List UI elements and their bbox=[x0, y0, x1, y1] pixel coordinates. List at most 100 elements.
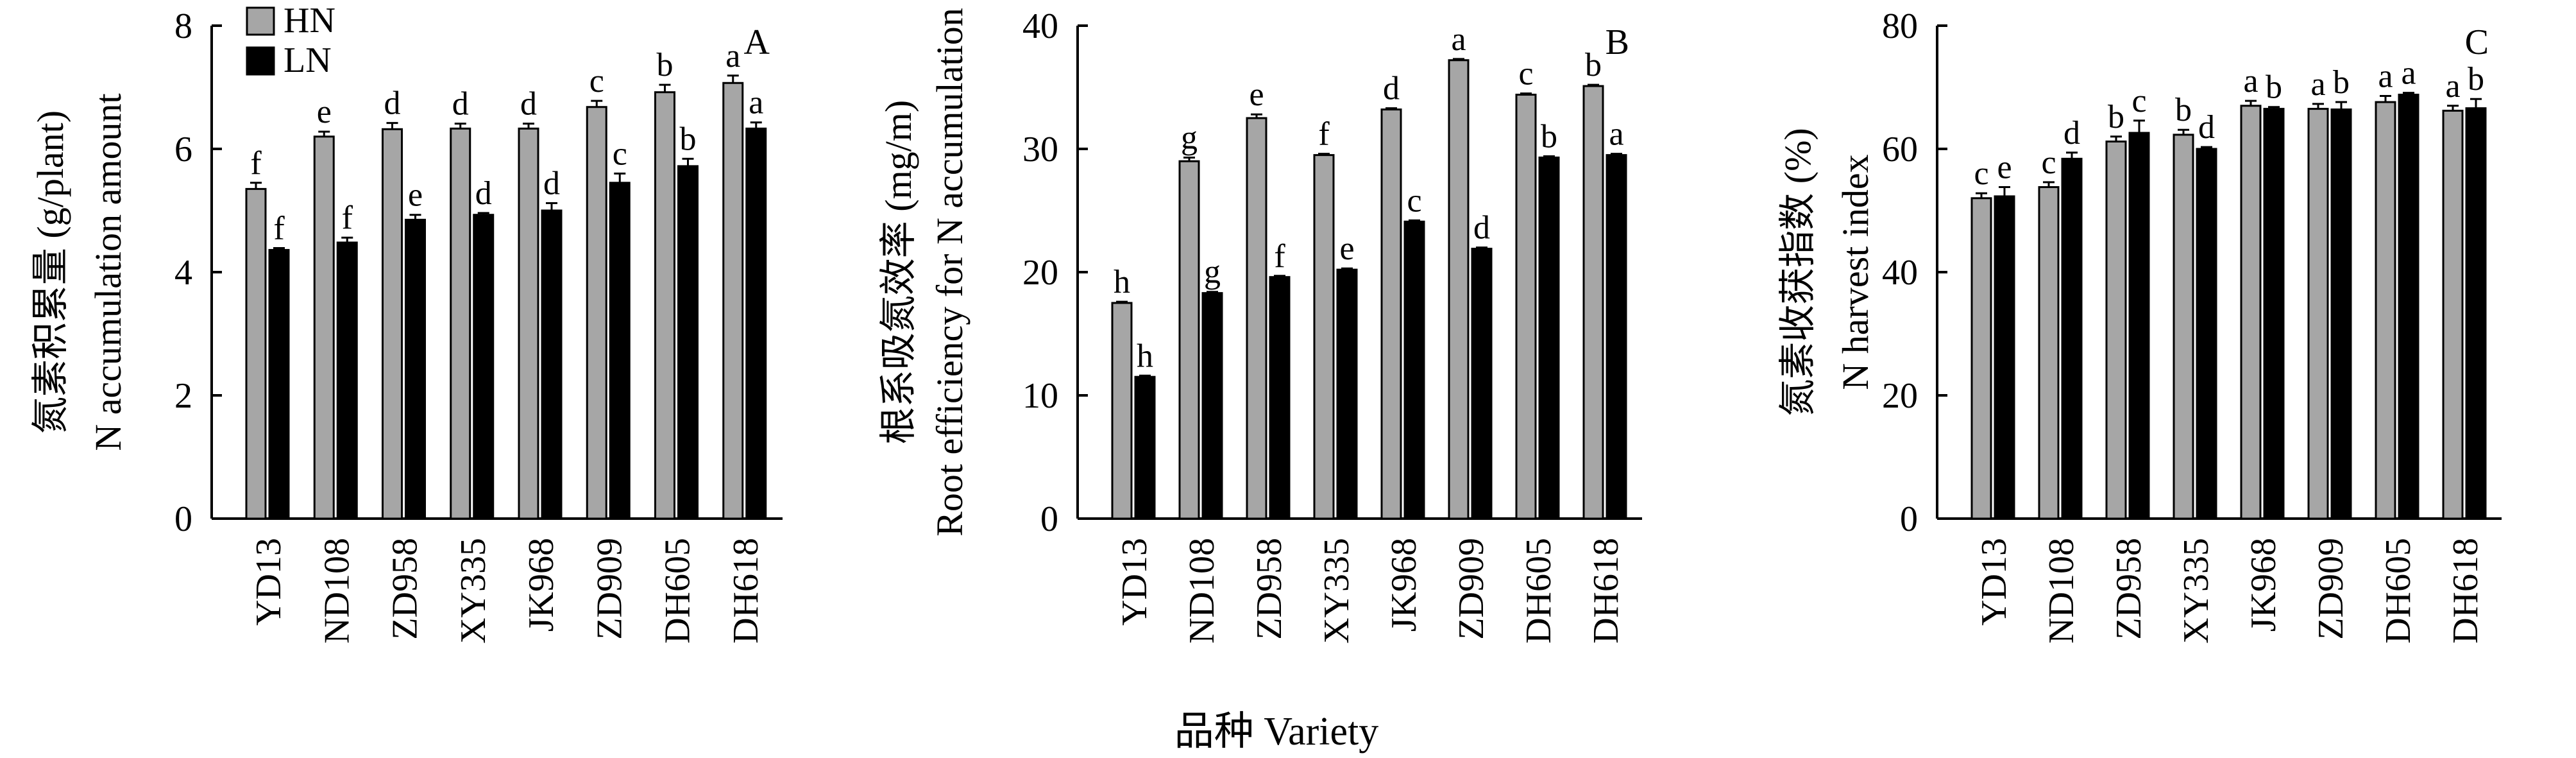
bar-hn bbox=[2038, 186, 2060, 520]
bar-hn bbox=[586, 106, 607, 520]
bar-hn bbox=[1313, 154, 1335, 520]
significance-label: a bbox=[2243, 63, 2258, 99]
x-tick-label: ZD958 bbox=[2109, 538, 2149, 640]
bar-ln bbox=[1471, 248, 1493, 520]
y-axis-title-en: N harvest index bbox=[1835, 154, 1876, 390]
x-tick-label: XY335 bbox=[453, 538, 493, 644]
bar-ln bbox=[1336, 268, 1358, 520]
y-axis-title-cn: 根系吸氮效率 (mg/m) bbox=[877, 100, 919, 444]
significance-label: b bbox=[2468, 61, 2484, 98]
x-tick-label: YD13 bbox=[1974, 538, 2014, 626]
bar-hn bbox=[450, 127, 471, 520]
bar-ln bbox=[473, 214, 495, 520]
bar-ln bbox=[2465, 107, 2487, 520]
significance-label: d bbox=[384, 85, 401, 122]
y-tick-label: 0 bbox=[1040, 499, 1058, 539]
significance-label: b bbox=[2266, 69, 2282, 106]
bar-hn bbox=[2105, 140, 2127, 520]
significance-label: g bbox=[1204, 254, 1221, 291]
y-tick-label: 80 bbox=[1882, 6, 1918, 46]
x-tick-label: DH605 bbox=[2378, 538, 2418, 644]
x-tick-label: YD13 bbox=[249, 538, 289, 626]
significance-label: d bbox=[2198, 109, 2215, 146]
bar-hn bbox=[2307, 108, 2329, 520]
significance-label: d bbox=[520, 86, 537, 123]
x-tick-label: ZD958 bbox=[1250, 538, 1289, 640]
bar-hn bbox=[2173, 134, 2194, 520]
bar-hn bbox=[1582, 85, 1604, 520]
bar-hn bbox=[2240, 105, 2262, 520]
y-tick-label: 0 bbox=[174, 499, 192, 539]
bar-ln bbox=[1606, 154, 1627, 520]
y-axis-title-en: N accumulation amount bbox=[87, 93, 129, 451]
significance-label: d bbox=[2063, 115, 2080, 151]
bar-ln bbox=[1538, 156, 1560, 520]
significance-label: d bbox=[543, 165, 560, 202]
significance-label: e bbox=[408, 177, 423, 214]
bar-hn bbox=[382, 128, 403, 520]
legend-swatch-ln bbox=[246, 46, 275, 76]
x-axis-label: 品种 Variety bbox=[1174, 710, 1379, 754]
significance-label: a bbox=[2401, 55, 2416, 92]
bar-ln bbox=[1994, 195, 2015, 520]
x-tick-label: DH605 bbox=[658, 538, 698, 644]
y-tick-label: 60 bbox=[1882, 130, 1918, 169]
significance-label: a bbox=[1451, 21, 1466, 58]
y-tick-label: 8 bbox=[174, 6, 192, 46]
x-tick-label: ZD909 bbox=[2311, 538, 2351, 640]
panel-a: 0 2 4 6 8 氮素积累量 (g/plant) N accumulation amoun… bbox=[30, 6, 783, 644]
bar-ln bbox=[2128, 132, 2150, 520]
panel-letter: C bbox=[2465, 22, 2489, 62]
bar-hn bbox=[1111, 302, 1133, 520]
x-tick-label: XY335 bbox=[2176, 538, 2216, 644]
bar-hn bbox=[2442, 109, 2464, 520]
significance-label: d bbox=[1383, 71, 1400, 107]
y-tick-label: 40 bbox=[1882, 253, 1918, 293]
significance-label: b bbox=[1585, 47, 1602, 83]
significance-label: a bbox=[1609, 116, 1623, 153]
significance-label: f bbox=[250, 145, 262, 182]
chart-panels: 0 2 4 6 8 氮素积累量 (g/plant) N accumulation amoun… bbox=[30, 6, 2502, 644]
x-tick-label: JK968 bbox=[1384, 538, 1424, 632]
significance-label: a bbox=[2378, 58, 2393, 94]
bar-hn bbox=[1515, 94, 1537, 520]
panel-letter: A bbox=[744, 22, 770, 62]
significance-label: e bbox=[1339, 230, 1354, 267]
significance-label: b bbox=[1541, 119, 1557, 155]
significance-label: d bbox=[475, 175, 492, 212]
significance-label: c bbox=[2041, 144, 2056, 181]
y-tick-label: 30 bbox=[1022, 130, 1058, 169]
significance-label: c bbox=[613, 135, 627, 172]
y-tick-label: 0 bbox=[1900, 499, 1918, 539]
significance-label: a bbox=[725, 38, 740, 74]
y-axis-title-cn: 氮素收获指数 (%) bbox=[1777, 128, 1818, 416]
y-axis-title-cn: 氮素积累量 (g/plant) bbox=[30, 110, 71, 434]
bar-hn bbox=[1448, 59, 1470, 520]
bar-hn bbox=[313, 135, 335, 520]
y-tick-label: 4 bbox=[174, 253, 192, 293]
significance-label: f bbox=[342, 200, 353, 236]
x-tick-label: ND108 bbox=[1182, 538, 1222, 644]
significance-label: g bbox=[1181, 119, 1198, 156]
x-tick-label: ZD958 bbox=[386, 538, 425, 640]
significance-label: f bbox=[1274, 238, 1285, 275]
significance-label: c bbox=[1518, 56, 1533, 92]
bar-ln bbox=[336, 241, 358, 520]
y-tick-label: 10 bbox=[1022, 376, 1058, 416]
significance-label: c bbox=[2131, 83, 2146, 119]
bar-ln bbox=[1201, 292, 1223, 520]
significance-label: f bbox=[273, 211, 285, 247]
significance-label: a bbox=[749, 85, 763, 121]
bar-hn bbox=[1380, 108, 1402, 520]
y-tick-label: 20 bbox=[1022, 253, 1058, 293]
bar-hn bbox=[2375, 101, 2396, 520]
x-tick-label: XY335 bbox=[1317, 538, 1357, 644]
bar-ln bbox=[609, 182, 631, 520]
legend-label-ln: LN bbox=[284, 40, 332, 80]
significance-label: b bbox=[657, 47, 674, 83]
y-tick-label: 20 bbox=[1882, 376, 1918, 416]
bar-ln bbox=[541, 209, 563, 520]
y-tick-label: 6 bbox=[174, 130, 192, 169]
